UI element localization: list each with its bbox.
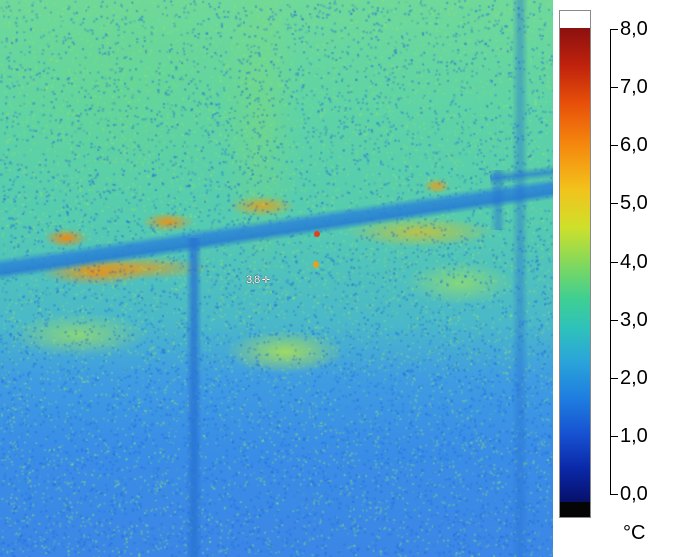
thermal-noise-layer bbox=[0, 0, 553, 557]
scale-tick bbox=[610, 203, 618, 204]
temperature-color-bar bbox=[559, 10, 591, 518]
color-bar-gradient bbox=[560, 28, 590, 502]
scale-tick-label: 5,0 bbox=[620, 192, 648, 214]
spot-temperature-value: 3,8 bbox=[246, 274, 260, 286]
cold-post-right bbox=[512, 0, 528, 557]
scale-tick bbox=[610, 436, 618, 437]
scale-tick-label: 4,0 bbox=[620, 251, 648, 273]
cold-post-left bbox=[186, 238, 202, 557]
scale-tick bbox=[610, 29, 618, 30]
scale-tick-label: 0,0 bbox=[620, 483, 648, 505]
scale-tick-label: 8,0 bbox=[620, 18, 648, 40]
scale-tick-label: 1,0 bbox=[620, 425, 648, 447]
crosshair-icon: ✛ bbox=[261, 275, 270, 286]
scale-tick bbox=[610, 494, 618, 495]
scale-tick-label: 3,0 bbox=[620, 309, 648, 331]
scale-tick bbox=[610, 320, 618, 321]
cold-post-junction bbox=[490, 170, 506, 230]
hot-spot-orange bbox=[313, 261, 319, 268]
thermal-image: 3,8 ✛ bbox=[0, 0, 553, 557]
color-bar-bottom-cap bbox=[560, 502, 590, 517]
scale-tick-label: 7,0 bbox=[620, 76, 648, 98]
hot-spot-red bbox=[314, 231, 320, 237]
scale-tick-label: 6,0 bbox=[620, 134, 648, 156]
color-bar-top-cap bbox=[560, 11, 590, 28]
scale-tick bbox=[610, 262, 618, 263]
temperature-unit: °C bbox=[623, 522, 646, 544]
scale-tick bbox=[610, 378, 618, 379]
scale-tick-label: 2,0 bbox=[620, 367, 648, 389]
scale-tick bbox=[610, 87, 618, 88]
scale-tick bbox=[610, 145, 618, 146]
spot-temperature-marker[interactable]: 3,8 ✛ bbox=[246, 274, 270, 286]
